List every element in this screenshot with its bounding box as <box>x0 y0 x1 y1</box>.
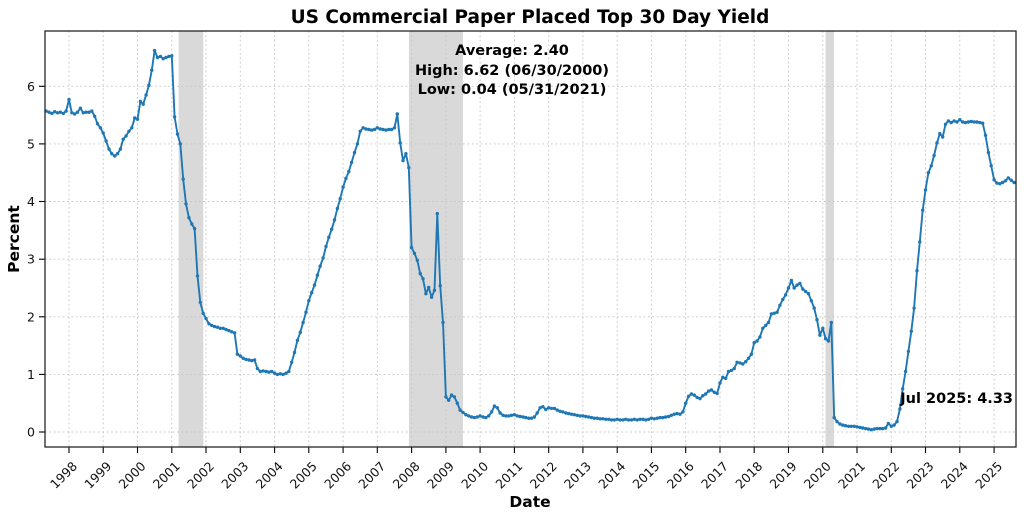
latest-value-annotation: Jul 2025: 4.33 <box>899 391 1013 407</box>
svg-text:2007: 2007 <box>355 459 388 492</box>
gridlines <box>45 31 1016 447</box>
svg-text:5: 5 <box>27 136 35 151</box>
svg-text:2008: 2008 <box>390 458 423 491</box>
y-axis-label: Percent <box>5 205 23 273</box>
stat-high: High: 6.62 (06/30/2000) <box>415 63 609 79</box>
svg-text:2021: 2021 <box>835 459 868 492</box>
svg-text:2020: 2020 <box>801 458 834 491</box>
x-axis-label: Date <box>509 493 550 511</box>
stat-average: Average: 2.40 <box>455 43 569 59</box>
svg-text:2023: 2023 <box>904 459 937 492</box>
y-tick-labels: 0 1 2 3 4 5 6 <box>27 79 35 440</box>
x-tick-labels: 1998 1999 2000 2001 2002 2003 2004 2005 2006 2007… <box>47 458 1005 491</box>
svg-text:2016: 2016 <box>664 458 697 491</box>
svg-text:6: 6 <box>27 79 35 94</box>
svg-text:2018: 2018 <box>732 458 765 491</box>
chart-title: US Commercial Paper Placed Top 30 Day Yi… <box>291 7 770 28</box>
plot-area: 1998 1999 2000 2001 2002 2003 2004 2005 2006 2007… <box>27 30 1017 492</box>
yield-line-series <box>44 48 1016 432</box>
svg-text:2022: 2022 <box>869 459 902 492</box>
axis-ticks <box>39 85 995 453</box>
svg-text:2024: 2024 <box>938 458 971 491</box>
svg-text:0: 0 <box>27 425 35 440</box>
svg-text:1998: 1998 <box>47 458 80 491</box>
svg-text:2003: 2003 <box>218 459 251 492</box>
plot-border <box>44 30 1017 448</box>
svg-text:2002: 2002 <box>184 459 217 492</box>
stat-low: Low: 0.04 (05/31/2021) <box>418 82 607 98</box>
svg-text:2010: 2010 <box>458 458 491 491</box>
svg-text:2004: 2004 <box>253 458 286 491</box>
svg-text:2014: 2014 <box>595 458 628 491</box>
svg-text:1999: 1999 <box>81 458 114 491</box>
svg-text:1: 1 <box>27 367 35 382</box>
svg-text:2001: 2001 <box>150 459 183 492</box>
svg-text:2: 2 <box>27 309 35 324</box>
svg-text:3: 3 <box>27 252 35 267</box>
svg-text:2000: 2000 <box>116 458 149 491</box>
svg-text:2025: 2025 <box>972 459 1005 492</box>
svg-text:2009: 2009 <box>424 458 457 491</box>
svg-text:2013: 2013 <box>561 459 594 492</box>
svg-text:2012: 2012 <box>527 459 560 492</box>
svg-text:2017: 2017 <box>698 459 731 492</box>
svg-text:2005: 2005 <box>287 459 320 492</box>
svg-text:2019: 2019 <box>767 458 800 491</box>
svg-text:4: 4 <box>27 194 35 209</box>
svg-text:2015: 2015 <box>629 459 662 492</box>
svg-text:2011: 2011 <box>492 459 525 492</box>
svg-text:2006: 2006 <box>321 458 354 491</box>
